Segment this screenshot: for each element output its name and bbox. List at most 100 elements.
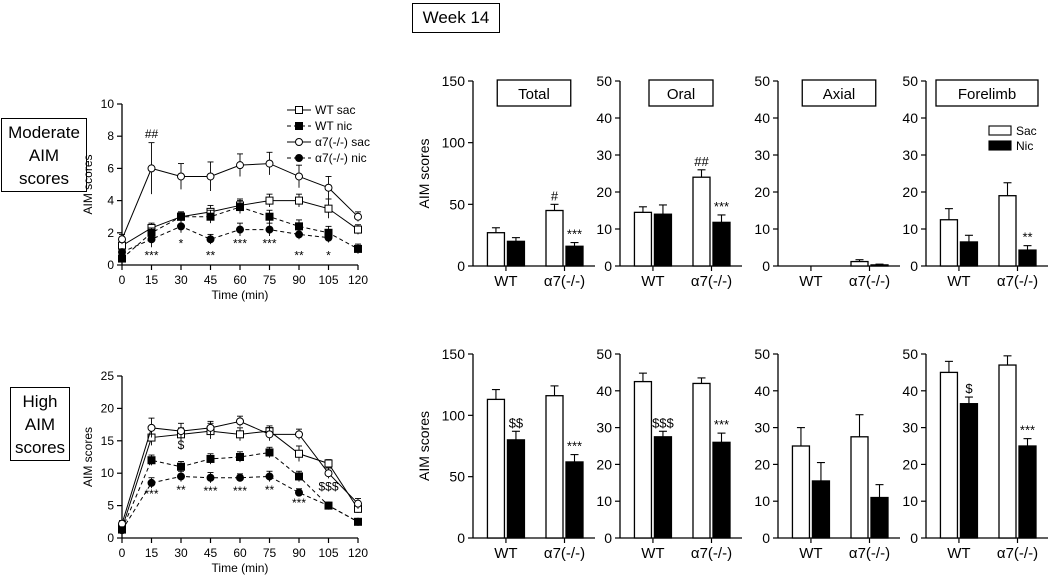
moderate-time-data-point — [147, 164, 156, 173]
high-time-data-point — [118, 519, 126, 528]
moderate-time-data-point — [354, 212, 362, 221]
moderate-time-x-tick-label: 0 — [119, 273, 126, 287]
high-time-data-point — [147, 456, 156, 465]
high-time-series-line — [121, 475, 359, 531]
high-axial-y-tick-label: 40 — [754, 383, 770, 399]
moderate-time-legend-marker — [295, 122, 303, 130]
high-total-y-tick-label: 50 — [449, 469, 465, 485]
moderate-time-data-point — [177, 222, 185, 231]
moderate-axial-bar — [870, 264, 889, 267]
high-oral-bar — [692, 382, 711, 539]
figure-title: Week 14 — [412, 3, 500, 33]
high-total-bar — [545, 395, 564, 539]
moderate-time-significance-label: ## — [145, 127, 159, 141]
high-time-y-tick-label: 5 — [107, 499, 114, 513]
moderate-forelimb-significance-label: ** — [1022, 230, 1032, 245]
high-time-y-tick-label: 15 — [101, 434, 115, 448]
high-total-y-tick-label: 0 — [457, 530, 465, 546]
moderate-oral-bar — [653, 213, 673, 267]
moderate-oral-y-tick-label: 30 — [596, 147, 612, 163]
moderate-oral-x-tick-label: WT — [641, 273, 664, 290]
high-time-data-point — [147, 478, 156, 487]
moderate-oral-significance-label: *** — [714, 199, 729, 214]
high-total-bar — [486, 398, 506, 539]
moderate-axial-y-tick-label: 10 — [754, 221, 770, 237]
moderate-oral-title: Oral — [667, 86, 695, 103]
high-forelimb-y-tick-label: 30 — [902, 420, 918, 436]
high-time-data-point — [295, 449, 303, 458]
moderate-time-x-tick-label: 60 — [233, 273, 247, 287]
moderate-axial-x-tick-label: WT — [799, 273, 822, 290]
moderate-time-y-tick-label: 0 — [107, 258, 114, 272]
moderate-time-significance-label: *** — [144, 248, 158, 262]
moderate-total-title: Total — [518, 86, 550, 103]
high-oral-y-tick-label: 10 — [596, 493, 612, 509]
moderate-time-series-line — [121, 225, 329, 253]
high-time-data-point — [206, 423, 215, 432]
moderate-forelimb-bar — [1018, 249, 1037, 267]
moderate-time-significance-label: * — [179, 236, 184, 250]
high-total-significance-label: *** — [567, 439, 582, 454]
row-label-moderate-line-2: AIM — [28, 146, 60, 165]
high-oral-significance-label: *** — [714, 417, 729, 432]
moderate-forelimb-bar — [959, 241, 979, 267]
high-forelimb-bar — [959, 403, 979, 539]
high-axial-y-tick-label: 20 — [754, 456, 770, 472]
moderate-axial-x-tick-label: α7(-/-) — [849, 273, 890, 290]
high-total-y-tick-label: 100 — [442, 407, 466, 423]
moderate-time-data-point — [118, 248, 126, 257]
high-axial-y-tick-label: 50 — [754, 346, 770, 362]
moderate-oral-y-tick-label: 50 — [596, 73, 612, 89]
high-total-y-axis-label: AIM scores — [416, 411, 432, 481]
moderate-oral-y-tick-label: 40 — [596, 110, 612, 126]
high-total-x-tick-label: WT — [494, 545, 517, 562]
high-oral-bar — [712, 441, 731, 539]
moderate-forelimb-x-tick-label: α7(-/-) — [997, 273, 1038, 290]
moderate-time-significance-label: *** — [233, 236, 247, 250]
moderate-total-y-tick-label: 150 — [442, 73, 466, 89]
high-time-x-tick-label: 120 — [348, 546, 368, 560]
row-label-high-line-2: AIM — [24, 415, 56, 434]
high-time-data-point — [265, 448, 274, 457]
high-time-significance-label: *** — [203, 484, 217, 498]
high-time-significance-label: ** — [265, 483, 275, 497]
high-time-data-point — [354, 517, 362, 526]
moderate-time-x-tick-label: 120 — [348, 273, 368, 287]
moderate-time-legend-marker — [295, 106, 303, 114]
high-forelimb-y-tick-label: 50 — [902, 346, 918, 362]
moderate-time-legend-label: α7(-/-) nic — [315, 151, 367, 165]
high-total-bar — [506, 439, 526, 539]
moderate-time-x-tick-label: 75 — [263, 273, 277, 287]
high-time-significance-label: $$$ — [318, 480, 338, 494]
high-time-x-tick-label: 30 — [174, 546, 188, 560]
high-forelimb-y-tick-label: 20 — [902, 456, 918, 472]
moderate-axial-y-tick-label: 20 — [754, 184, 770, 200]
high-time-significance-label: *** — [233, 484, 247, 498]
moderate-total-bar — [545, 209, 564, 267]
high-oral-y-tick-label: 40 — [596, 383, 612, 399]
high-total-bar — [565, 461, 584, 539]
moderate-time-data-point — [265, 225, 274, 234]
high-time-data-point — [295, 472, 303, 481]
high-forelimb-y-tick-label: 0 — [910, 530, 918, 546]
high-forelimb-x-tick-label: WT — [947, 545, 970, 562]
high-axial-y-tick-label: 10 — [754, 493, 770, 509]
moderate-time-x-tick-label: 45 — [204, 273, 218, 287]
high-time-data-point — [206, 454, 215, 463]
high-time-data-point — [236, 430, 244, 439]
high-axial-y-tick-label: 30 — [754, 420, 770, 436]
moderate-time-legend-label: α7(-/-) sac — [315, 135, 370, 149]
high-oral-significance-label: $$$ — [652, 415, 674, 430]
high-time-data-point — [236, 473, 244, 482]
moderate-time-data-point — [265, 159, 274, 168]
high-time-data-point — [236, 453, 244, 461]
moderate-time-data-point — [324, 233, 333, 242]
row-label-moderate-line-3: scores — [18, 169, 70, 188]
moderate-total-y-tick-label: 50 — [449, 196, 465, 212]
high-time-x-tick-label: 75 — [263, 546, 277, 560]
moderate-time-y-axis-label: AIM scores — [81, 154, 95, 214]
moderate-time-data-point — [177, 212, 185, 221]
moderate-time-x-tick-label: 30 — [174, 273, 188, 287]
moderate-time-legend-marker — [295, 154, 303, 162]
